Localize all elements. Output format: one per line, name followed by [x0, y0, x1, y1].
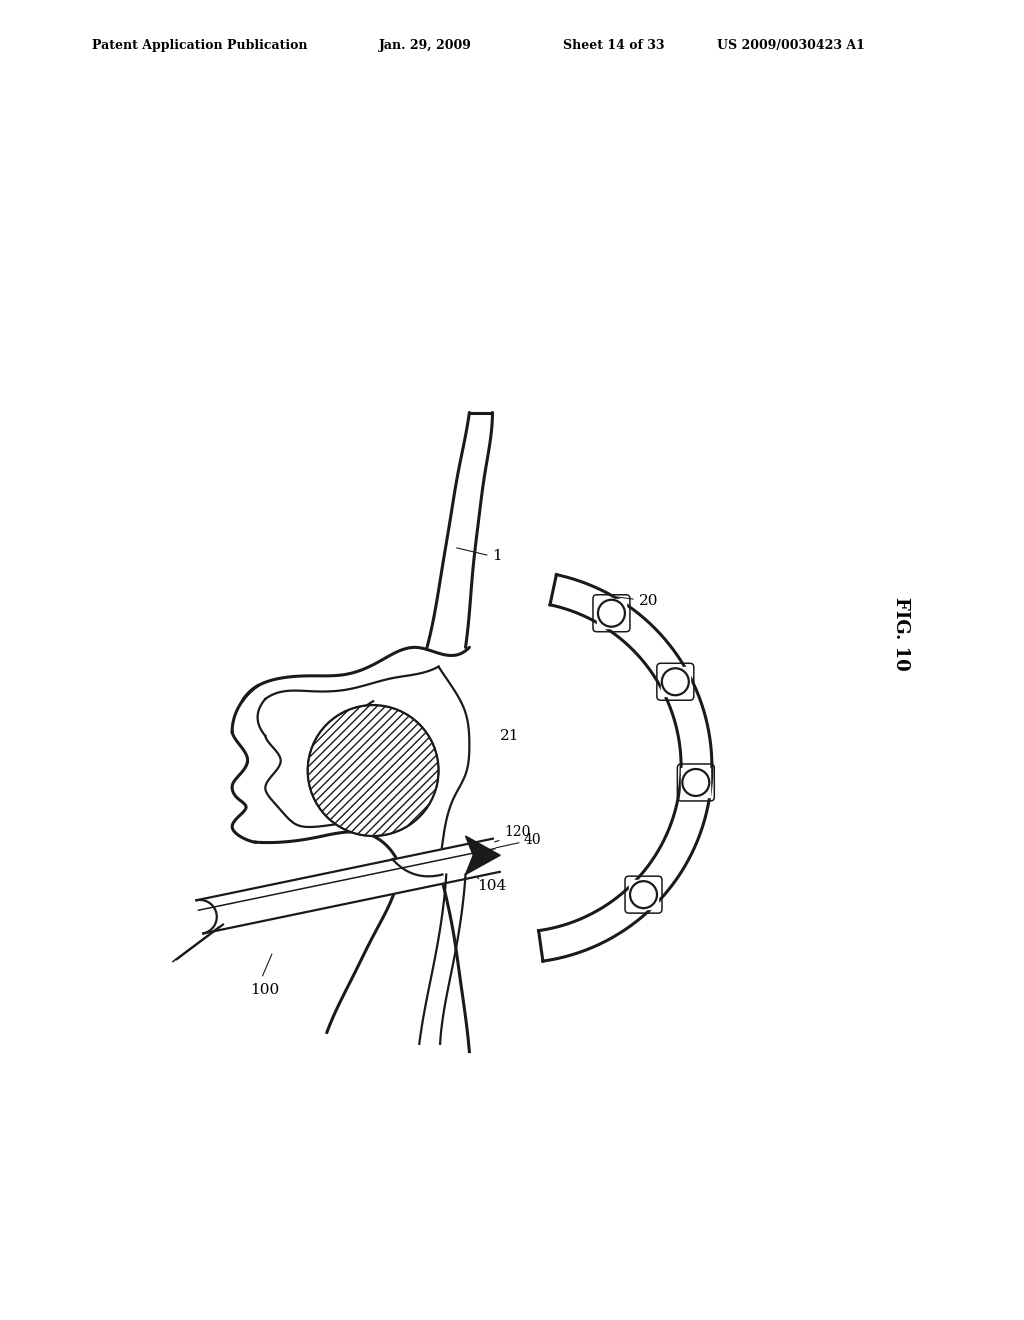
Text: Sheet 14 of 33: Sheet 14 of 33: [563, 38, 665, 51]
Polygon shape: [466, 836, 500, 875]
Polygon shape: [539, 574, 712, 961]
Polygon shape: [660, 667, 690, 697]
Circle shape: [598, 599, 625, 627]
Text: US 2009/0030423 A1: US 2009/0030423 A1: [717, 38, 864, 51]
Circle shape: [307, 705, 438, 836]
Circle shape: [630, 882, 657, 908]
Circle shape: [662, 668, 689, 696]
Text: FIG. 10: FIG. 10: [892, 597, 910, 671]
Polygon shape: [197, 838, 500, 933]
Polygon shape: [629, 880, 658, 909]
Text: 100: 100: [250, 983, 280, 997]
Text: 1: 1: [457, 548, 502, 564]
Text: 120: 120: [504, 825, 530, 840]
Text: Jan. 29, 2009: Jan. 29, 2009: [379, 38, 472, 51]
Text: 40: 40: [523, 833, 541, 847]
Circle shape: [682, 770, 710, 796]
Text: 21: 21: [500, 729, 519, 743]
Text: 20: 20: [616, 594, 658, 609]
Text: 104: 104: [477, 879, 506, 894]
Text: Patent Application Publication: Patent Application Publication: [92, 38, 307, 51]
Polygon shape: [681, 768, 711, 797]
Polygon shape: [597, 598, 626, 628]
